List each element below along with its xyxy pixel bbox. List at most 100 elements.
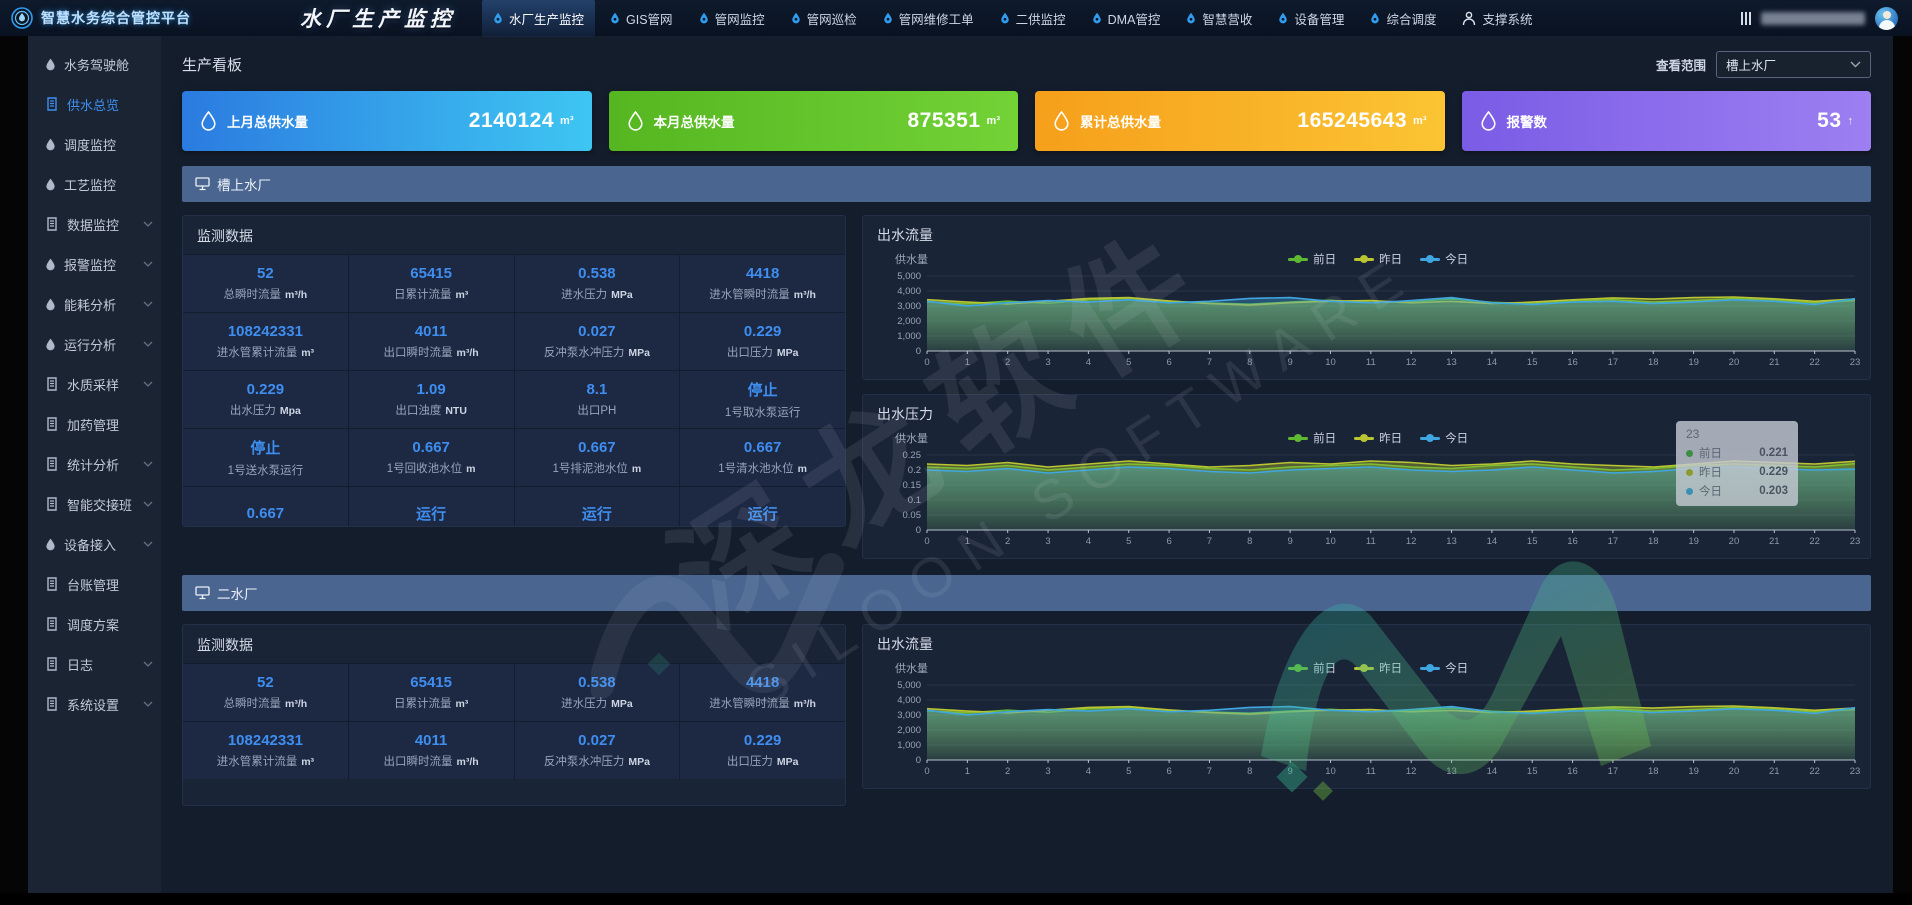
metric-label: 进水压力 MPa: [561, 289, 633, 301]
kpi-card-累计总供水量: 累计总供水量 165245643 m³: [1035, 91, 1445, 151]
sidebar-item-统计分析[interactable]: 统计分析: [28, 444, 161, 484]
svg-text:6: 6: [1166, 357, 1171, 368]
nav-item-DMA管控[interactable]: DMA管控: [1081, 0, 1172, 37]
sidebar-item-水质采样[interactable]: 水质采样: [28, 364, 161, 404]
person-icon: [1463, 11, 1476, 25]
legend-marker: [1288, 255, 1309, 263]
svg-text:11: 11: [1366, 766, 1376, 777]
sidebar-item-日志[interactable]: 日志: [28, 644, 161, 684]
svg-text:3: 3: [1045, 536, 1050, 547]
charts-column: 出水流量 供水量 前日 昨日 今日 0 1,000 2,000 3,000 4,000 5,000 0…: [862, 624, 1871, 806]
metric-unit: m³: [301, 347, 315, 359]
kpi-card-unit: ↑: [1847, 115, 1854, 127]
sidebar-item-水务驾驶舱[interactable]: 水务驾驶舱: [28, 44, 161, 84]
chart-canvas[interactable]: 00.050.10.150.20.250 1 2 3 4 5 6 7 8 9 10 11 12 13 14 1…: [877, 449, 1867, 547]
sidebar-item-加药管理[interactable]: 加药管理: [28, 404, 161, 444]
left-gutter: [0, 36, 28, 893]
tooltip-header: 23: [1686, 427, 1700, 441]
legend-item-今日[interactable]: 今日: [1420, 660, 1468, 676]
metric-unit: MPa: [776, 347, 799, 359]
document-icon: [47, 657, 57, 671]
sidebar-item-label: 水质采样: [67, 377, 120, 393]
nav-item-label: 智慧营收: [1202, 12, 1253, 27]
legend-item-前日[interactable]: 前日: [1288, 660, 1336, 676]
sidebar-item-label: 台账管理: [67, 577, 120, 593]
sidebar-item-调度监控[interactable]: 调度监控: [28, 124, 161, 164]
sidebar-item-报警监控[interactable]: 报警监控: [28, 244, 161, 284]
legend-label: 今日: [1445, 254, 1469, 266]
legend-item-前日[interactable]: 前日: [1288, 430, 1336, 446]
metric-value: 108242331: [227, 732, 303, 749]
legend-item-昨日[interactable]: 昨日: [1354, 660, 1402, 676]
document-icon: [47, 97, 57, 111]
chevron-down-icon: [143, 381, 153, 387]
nav-item-设备管理[interactable]: 设备管理: [1267, 0, 1355, 37]
document-icon: [47, 617, 57, 631]
svg-text:14: 14: [1487, 536, 1498, 547]
nav-item-智慧营收[interactable]: 智慧营收: [1175, 0, 1263, 37]
sidebar-item-label: 调度监控: [64, 137, 117, 153]
legend-item-前日[interactable]: 前日: [1288, 251, 1336, 267]
sidebar-item-label: 工艺监控: [64, 177, 117, 193]
nav-item-GIS管网[interactable]: GIS管网: [599, 0, 684, 37]
user-avatar[interactable]: [1875, 6, 1898, 30]
metric-cell: 65415 日累计流量 m³: [348, 255, 514, 312]
sidebar-item-系统设置[interactable]: 系统设置: [28, 684, 161, 724]
legend-item-昨日[interactable]: 昨日: [1354, 251, 1402, 267]
sidebar-item-能耗分析[interactable]: 能耗分析: [28, 284, 161, 324]
metric-cell: 运行: [514, 487, 680, 526]
nav-item-支撑系统[interactable]: 支撑系统: [1451, 0, 1543, 37]
layout-bars-icon[interactable]: [1741, 11, 1751, 25]
svg-text:0.25: 0.25: [903, 450, 922, 461]
metric-cell: 4011 出口瞬时流量 m³/h: [348, 722, 514, 779]
sidebar-item-数据监控[interactable]: 数据监控: [28, 204, 161, 244]
metric-label: 日累计流量 m³: [393, 698, 469, 710]
metric-value: 4418: [745, 265, 780, 282]
water-drop-icon: [46, 298, 55, 310]
legend-item-今日[interactable]: 今日: [1420, 430, 1468, 446]
svg-text:12: 12: [1406, 357, 1417, 368]
tooltip-series-name: 昨日: [1699, 467, 1722, 479]
nav-item-二供监控[interactable]: 二供监控: [989, 0, 1077, 37]
legend-label: 前日: [1313, 433, 1337, 445]
metrics-panel: 监测数据 52 总瞬时流量 m³/h 65415 日累计流量 m³ 0.538 进水压力 MPa 4…: [182, 215, 846, 527]
legend-item-今日[interactable]: 今日: [1420, 251, 1468, 267]
metric-value: 0.667: [743, 439, 782, 456]
nav-item-管网维修工单[interactable]: 管网维修工单: [872, 0, 985, 37]
nav-item-label: 水厂生产监控: [509, 12, 585, 27]
kpi-card-报警数: 报警数 53 ↑: [1461, 91, 1871, 151]
metric-label: 进水管瞬时流量 m³/h: [709, 698, 816, 710]
metric-value: 0.229: [743, 323, 782, 340]
chevron-down-icon: [143, 501, 153, 507]
sidebar-item-工艺监控[interactable]: 工艺监控: [28, 164, 161, 204]
sidebar-item-label: 水务驾驶舱: [64, 57, 130, 73]
sidebar-item-调度方案[interactable]: 调度方案: [28, 604, 161, 644]
tooltip-series-dot: [1686, 449, 1693, 457]
nav-item-管网监控[interactable]: 管网监控: [688, 0, 776, 37]
svg-text:4: 4: [1086, 766, 1091, 777]
nav-item-管网巡检[interactable]: 管网巡检: [780, 0, 868, 37]
chart-panel-出水压力: 出水压力 供水量 前日 昨日 今日 0 0.05 0.1 0.15 0.2 0.25 0 1 2 3 4 5 6 7…: [862, 394, 1871, 559]
metric-unit: m³/h: [285, 698, 308, 710]
sidebar-item-供水总览[interactable]: 供水总览: [28, 84, 161, 124]
svg-text:0: 0: [916, 525, 921, 536]
scope-select[interactable]: 槽上水厂: [1716, 51, 1871, 78]
sidebar-item-运行分析[interactable]: 运行分析: [28, 324, 161, 364]
nav-item-水厂生产监控[interactable]: 水厂生产监控: [482, 0, 596, 37]
sidebar-item-智能交接班[interactable]: 智能交接班: [28, 484, 161, 524]
svg-text:3: 3: [1045, 766, 1050, 777]
svg-text:20: 20: [1729, 766, 1740, 777]
svg-text:1,000: 1,000: [897, 331, 921, 342]
kpi-card-上月总供水量: 上月总供水量 2140124 m³: [182, 91, 592, 151]
svg-text:22: 22: [1809, 357, 1820, 368]
legend-item-昨日[interactable]: 昨日: [1354, 430, 1402, 446]
metric-unit: m³: [455, 289, 469, 301]
nav-item-label: 二供监控: [1015, 12, 1066, 27]
nav-item-综合调度[interactable]: 综合调度: [1359, 0, 1447, 37]
metric-label: 出口压力 MPa: [726, 756, 799, 768]
sidebar-item-台账管理[interactable]: 台账管理: [28, 564, 161, 604]
water-drop-icon: [1054, 111, 1069, 131]
sidebar-item-设备接入[interactable]: 设备接入: [28, 524, 161, 564]
